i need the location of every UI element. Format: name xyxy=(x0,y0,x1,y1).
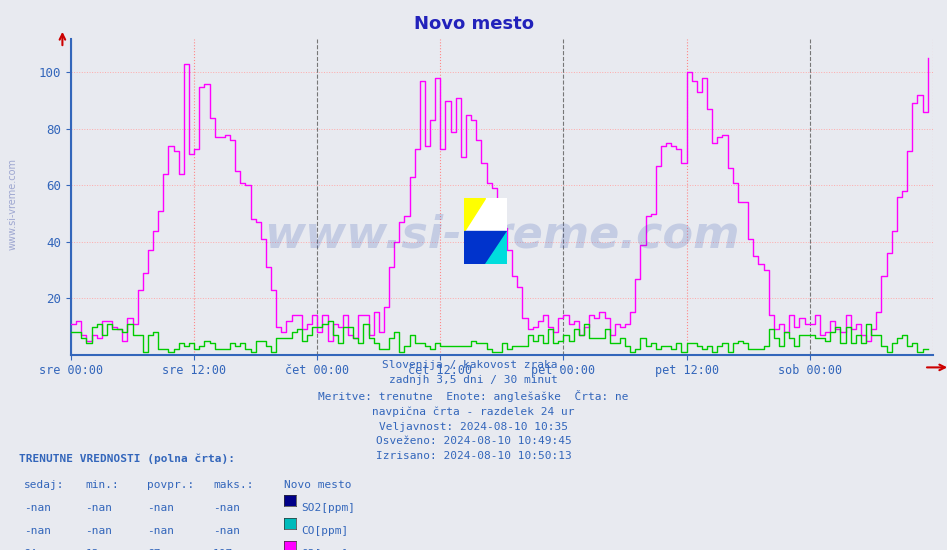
Text: TRENUTNE VREDNOSTI (polna črta):: TRENUTNE VREDNOSTI (polna črta): xyxy=(19,454,235,464)
Text: Novo mesto: Novo mesto xyxy=(414,15,533,34)
Text: sedaj:: sedaj: xyxy=(24,480,64,490)
Text: SO2[ppm]: SO2[ppm] xyxy=(301,503,355,513)
Text: -nan: -nan xyxy=(85,526,113,536)
Text: -nan: -nan xyxy=(147,526,174,536)
Text: O3[ppm]: O3[ppm] xyxy=(301,549,348,550)
Polygon shape xyxy=(464,198,486,231)
Text: Novo mesto: Novo mesto xyxy=(284,480,351,490)
Text: 107: 107 xyxy=(213,549,233,550)
Text: -nan: -nan xyxy=(213,503,241,513)
Text: www.si-vreme.com: www.si-vreme.com xyxy=(8,157,17,250)
Text: CO[ppm]: CO[ppm] xyxy=(301,526,348,536)
Text: min.:: min.: xyxy=(85,480,119,490)
Text: www.si-vreme.com: www.si-vreme.com xyxy=(264,213,740,256)
Text: 64: 64 xyxy=(24,549,37,550)
Text: -nan: -nan xyxy=(213,526,241,536)
Text: 13: 13 xyxy=(85,549,98,550)
Text: -nan: -nan xyxy=(24,503,51,513)
Text: povpr.:: povpr.: xyxy=(147,480,194,490)
Text: maks.:: maks.: xyxy=(213,480,254,490)
Text: -nan: -nan xyxy=(24,526,51,536)
Text: -nan: -nan xyxy=(147,503,174,513)
Text: -nan: -nan xyxy=(85,503,113,513)
Text: Slovenija / kakovost zraka.
zadnjh 3,5 dni / 30 minut
Meritve: trenutne  Enote: : Slovenija / kakovost zraka. zadnjh 3,5 d… xyxy=(318,360,629,460)
Polygon shape xyxy=(486,231,507,264)
Text: 67: 67 xyxy=(147,549,160,550)
Polygon shape xyxy=(464,231,507,264)
